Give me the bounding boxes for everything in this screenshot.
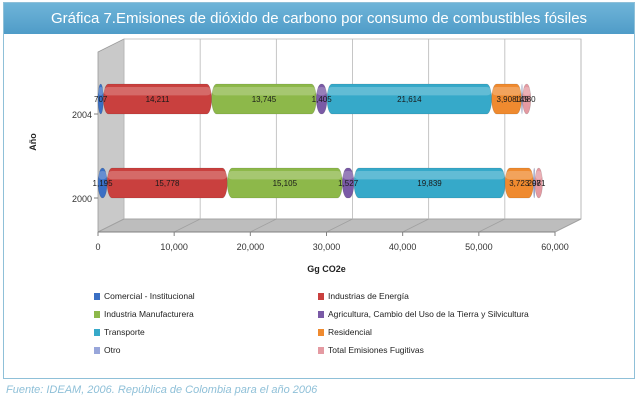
x-tick-label: 60,000 xyxy=(541,242,569,252)
legend-swatch xyxy=(318,347,324,354)
legend-label: Industria Manufacturera xyxy=(104,309,194,319)
data-label: 1080 xyxy=(518,95,536,104)
bar-segment-highlight xyxy=(107,171,228,180)
bar-segment-highlight xyxy=(353,171,506,180)
legend-label: Industrias de Energía xyxy=(328,291,409,301)
data-label: 1,405 xyxy=(312,95,333,104)
floor-gridline xyxy=(478,218,506,233)
legend-label: Residencial xyxy=(328,327,372,337)
bar-segment-highlight xyxy=(505,171,534,180)
legend-label: Transporte xyxy=(104,327,145,337)
data-label: 149 xyxy=(515,95,529,104)
x-tick-label: 40,000 xyxy=(389,242,417,252)
x-tick-label: 0 xyxy=(95,242,100,252)
floor-gridline xyxy=(173,218,201,233)
floor-gridline xyxy=(554,218,582,233)
legend-label: Otro xyxy=(104,345,121,355)
legend-swatch xyxy=(318,329,324,336)
data-label: 21,614 xyxy=(397,95,422,104)
x-tick-label: 50,000 xyxy=(465,242,493,252)
bar-segment-highlight xyxy=(491,87,522,96)
floor-gridline xyxy=(250,218,277,233)
legend-swatch xyxy=(94,311,100,318)
bar-segment-highlight xyxy=(327,87,492,96)
y-axis-title: Año xyxy=(28,133,38,151)
bar-segment-highlight xyxy=(342,171,354,180)
legend-label: Total Emisiones Fugitivas xyxy=(328,345,424,355)
chart-title: Gráfica 7.Emisiones de dióxido de carbon… xyxy=(4,3,634,34)
x-axis-title: Gg CO2e xyxy=(307,264,346,274)
chart-bars xyxy=(97,83,543,199)
data-label: 981 xyxy=(532,179,546,188)
x-tick-label: 20,000 xyxy=(237,242,265,252)
y-category-label: 2004 xyxy=(72,110,92,120)
bar-segment xyxy=(522,83,532,115)
source-note: Fuente: IDEAM, 2006. República de Colomb… xyxy=(6,384,318,396)
bar-segment-highlight xyxy=(522,87,531,96)
legend-label: Agricultura, Cambio del Uso de la Tierra… xyxy=(328,309,529,319)
floor-gridline xyxy=(97,218,125,233)
legend-swatch xyxy=(94,347,100,354)
data-label: 3,908 xyxy=(497,95,518,104)
data-label: 13,745 xyxy=(252,95,277,104)
data-label: 15,778 xyxy=(155,179,180,188)
data-label: 1,527 xyxy=(338,179,359,188)
data-label: 14,211 xyxy=(146,95,170,104)
legend-swatch xyxy=(318,293,324,300)
side-wall xyxy=(97,38,125,233)
bar-segment-highlight xyxy=(534,171,543,180)
floor-gridline xyxy=(326,218,353,233)
data-label: 19,839 xyxy=(417,179,442,188)
bar-segment-highlight xyxy=(521,87,523,96)
legend-swatch xyxy=(94,329,100,336)
bar-segment-highlight xyxy=(103,87,212,96)
bar-segment-highlight xyxy=(211,87,317,96)
chart-back-wall xyxy=(97,38,582,233)
data-label: 15,105 xyxy=(273,179,298,188)
bar-segment-highlight xyxy=(98,171,108,180)
chart-legend: Comercial - Institucional Industrias de E… xyxy=(94,291,529,355)
data-label: 1,195 xyxy=(93,179,114,188)
bar-segment-highlight xyxy=(98,87,104,96)
chart-axes: 0 10,000 20,000 30,000 40,000 50,000 60,000 200… xyxy=(28,110,569,274)
legend-swatch xyxy=(94,293,100,300)
data-label: 707 xyxy=(94,95,108,104)
data-label: 3,723 xyxy=(509,179,530,188)
x-tick-label: 30,000 xyxy=(313,242,341,252)
bar-segment xyxy=(534,167,543,199)
floor-gridline xyxy=(402,218,429,233)
y-category-label: 2000 xyxy=(72,194,92,204)
data-label: 207 xyxy=(528,179,542,188)
bar-segment-highlight xyxy=(533,171,535,180)
bar-segment-highlight xyxy=(316,87,328,96)
bar-segment xyxy=(97,83,104,115)
x-tick-label: 10,000 xyxy=(160,242,188,252)
bar-segment-highlight xyxy=(227,171,343,180)
legend-label: Comercial - Institucional xyxy=(104,291,195,301)
legend-swatch xyxy=(318,311,324,318)
